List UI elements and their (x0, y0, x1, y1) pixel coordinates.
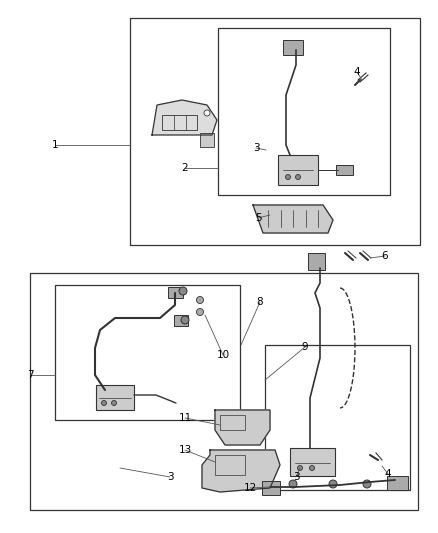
Bar (290, 448, 335, 476)
Bar (220, 415, 245, 430)
Text: 7: 7 (27, 370, 33, 380)
Polygon shape (253, 205, 333, 233)
Text: 2: 2 (182, 163, 188, 173)
Text: 9: 9 (302, 342, 308, 352)
Bar (130, 18, 420, 245)
Bar (174, 315, 188, 326)
Text: 3: 3 (253, 143, 259, 153)
Circle shape (181, 316, 189, 324)
Circle shape (197, 296, 204, 303)
Bar (308, 253, 325, 270)
Polygon shape (202, 450, 280, 492)
Bar (200, 133, 214, 147)
Circle shape (297, 465, 303, 471)
Bar (162, 115, 197, 130)
Text: 8: 8 (257, 297, 263, 307)
Bar (278, 155, 318, 185)
Circle shape (310, 465, 314, 471)
Text: 5: 5 (254, 213, 261, 223)
Bar (262, 481, 280, 495)
Circle shape (112, 400, 117, 406)
Text: 4: 4 (385, 469, 391, 479)
Text: 12: 12 (244, 483, 257, 493)
Text: 3: 3 (167, 472, 173, 482)
Circle shape (329, 480, 337, 488)
Bar (30, 273, 418, 510)
Bar (218, 28, 390, 195)
Text: 4: 4 (354, 67, 360, 77)
Bar (265, 345, 410, 490)
Circle shape (286, 174, 290, 180)
Polygon shape (215, 410, 270, 445)
Text: 3: 3 (293, 472, 299, 482)
Text: 6: 6 (381, 251, 389, 261)
Circle shape (179, 287, 187, 295)
Circle shape (289, 480, 297, 488)
Text: 1: 1 (52, 140, 58, 150)
Bar (215, 455, 245, 475)
Polygon shape (152, 100, 217, 135)
Bar (336, 165, 353, 175)
Bar (96, 385, 134, 410)
Bar (387, 476, 408, 490)
Bar (55, 285, 240, 420)
Circle shape (296, 174, 300, 180)
Circle shape (102, 400, 106, 406)
Text: 13: 13 (178, 445, 192, 455)
Circle shape (197, 309, 204, 316)
Circle shape (363, 480, 371, 488)
Text: 11: 11 (178, 413, 192, 423)
Text: 10: 10 (216, 350, 230, 360)
Bar (168, 287, 183, 298)
Circle shape (204, 110, 210, 116)
Bar (283, 40, 303, 55)
